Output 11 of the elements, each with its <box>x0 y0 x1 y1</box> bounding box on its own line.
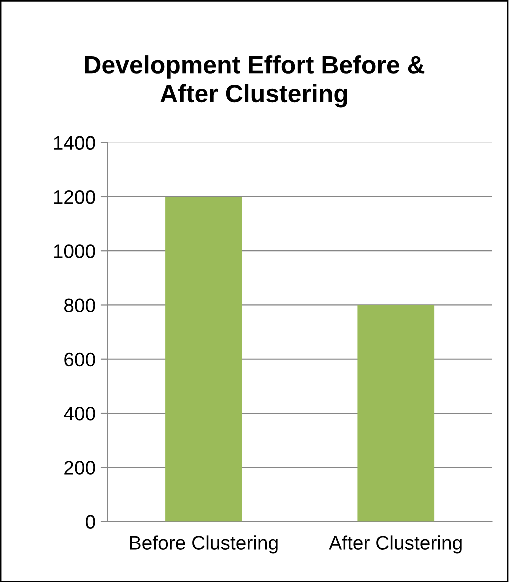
y-tick-label: 0 <box>86 515 96 530</box>
y-tick-label: 1200 <box>54 190 96 204</box>
y-tick-label: 1000 <box>54 244 96 258</box>
y-tick-label: 600 <box>64 352 96 367</box>
y-tick-label: 800 <box>64 298 96 312</box>
x-tick-label: Before Clustering <box>130 536 278 554</box>
chart-title: Development Effort Before & After Clustering <box>85 56 425 108</box>
y-tick-label: 1400 <box>54 136 96 150</box>
y-tick-label: 200 <box>64 461 96 475</box>
x-tick-label: After Clustering <box>329 536 462 554</box>
y-tick-label: 400 <box>64 406 96 421</box>
